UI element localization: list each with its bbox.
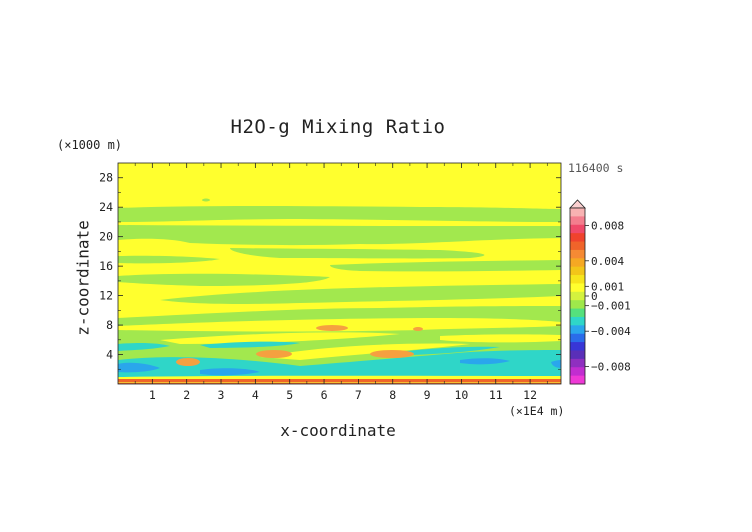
- y-tick-label: 24: [99, 200, 113, 214]
- colorbar-swatch: [570, 241, 585, 251]
- region-orange: [370, 350, 414, 358]
- colorbar-swatch: [570, 325, 585, 335]
- region-surface-yellow: [118, 375, 561, 379]
- region-cyan: [118, 350, 561, 384]
- x-tick-label: 6: [321, 388, 328, 402]
- colorbar-swatch: [570, 224, 585, 234]
- y-axis: 4 8 12 16 20 24 28: [99, 171, 561, 370]
- region-upper-green: [118, 206, 561, 222]
- region-upper-green: [118, 225, 561, 246]
- region-surface-orange: [118, 379, 561, 384]
- region-green-speck: [202, 198, 210, 202]
- y-tick-label: 20: [99, 230, 113, 244]
- x-tick-label: 9: [424, 388, 431, 402]
- region-cyan: [400, 346, 500, 355]
- y-tick-label: 12: [99, 289, 113, 303]
- colorbar-swatch: [570, 316, 585, 326]
- x-tick-label: 5: [286, 388, 293, 402]
- y-tick-label: 28: [99, 171, 113, 185]
- region-orange: [176, 358, 200, 366]
- x-axis-label: x-coordinate: [280, 421, 396, 440]
- region-upper-green: [160, 284, 561, 304]
- region-orange: [413, 327, 423, 331]
- region-yellow-streak: [160, 332, 400, 344]
- y-tick-label: 16: [99, 259, 113, 273]
- colorbar-swatch: [570, 233, 585, 243]
- colorbar-swatch: [570, 283, 585, 293]
- colorbar-tick-label: −0.004: [591, 325, 631, 338]
- colorbar-swatch: [570, 350, 585, 360]
- region-orange: [316, 325, 348, 331]
- colorbar-swatch: [570, 375, 585, 385]
- colorbar-swatch: [570, 258, 585, 268]
- colorbar-tick-label: −0.001: [591, 300, 631, 313]
- region-upper-green: [118, 273, 330, 286]
- timestamp-label: 116400 s: [568, 161, 624, 175]
- region-blue: [200, 368, 260, 376]
- x-tick-label: 7: [355, 388, 362, 402]
- x-tick-label: 3: [218, 388, 225, 402]
- colorbar-tick-label: 0.004: [591, 255, 624, 268]
- x-tick-label: 11: [489, 388, 503, 402]
- z-unit-label: (×1000 m): [57, 138, 123, 152]
- heatmap-field: [118, 163, 561, 384]
- x-tick-label: 10: [454, 388, 468, 402]
- chart-title: H2O-g Mixing Ratio: [230, 116, 446, 138]
- colorbar-swatch: [570, 249, 585, 259]
- colorbar-swatch: [570, 300, 585, 310]
- colorbar-swatch: [570, 308, 585, 318]
- colorbar-swatch: [570, 367, 585, 377]
- x-tick-label: 4: [252, 388, 259, 402]
- region-blue: [460, 358, 510, 365]
- colorbar-swatch: [570, 358, 585, 368]
- colorbar-swatch: [570, 216, 585, 226]
- region-yellow-streak: [260, 343, 470, 360]
- x-tick-label: 12: [523, 388, 537, 402]
- colorbar-tick-label: 0.001: [591, 280, 624, 293]
- x-axis: 1 2 3 4 5 6 7 8 9 10 11 12: [134, 163, 548, 402]
- colorbar-overflow-triangle: [569, 199, 586, 209]
- region-blue: [118, 362, 160, 373]
- colorbar-swatch: [570, 333, 585, 343]
- plot-frame: [117, 162, 562, 385]
- region-yellow-streak: [440, 334, 561, 343]
- region-upper-green: [230, 248, 485, 259]
- x-tick-label: 8: [389, 388, 396, 402]
- region-cyan: [118, 342, 170, 351]
- y-tick-label: 8: [106, 318, 113, 332]
- y-tick-label: 4: [106, 348, 113, 362]
- x-unit-label: (×1E4 m): [509, 404, 565, 418]
- colorbar-swatch: [570, 266, 585, 276]
- colorbar-swatch: [570, 208, 585, 217]
- colorbar-swatch: [570, 291, 585, 301]
- colorbar-tick-label: −0.008: [591, 360, 631, 373]
- colorbar-tick-label: 0.008: [591, 220, 624, 233]
- region-upper-green: [330, 260, 561, 272]
- region-yellow-streak: [118, 318, 561, 332]
- colorbar-tick-label: 0: [591, 290, 598, 303]
- region-surface-yellow-line: [118, 382, 561, 383]
- region-cyan: [200, 341, 300, 348]
- colorbar-swatch: [570, 342, 585, 351]
- y-axis-label: z-coordinate: [73, 220, 93, 336]
- x-tick-label: 1: [149, 388, 156, 402]
- colorbar-swatch: [570, 275, 585, 284]
- region-blue: [551, 360, 561, 368]
- region-upper-green: [118, 255, 220, 264]
- x-tick-label: 2: [183, 388, 190, 402]
- region-orange: [256, 350, 292, 358]
